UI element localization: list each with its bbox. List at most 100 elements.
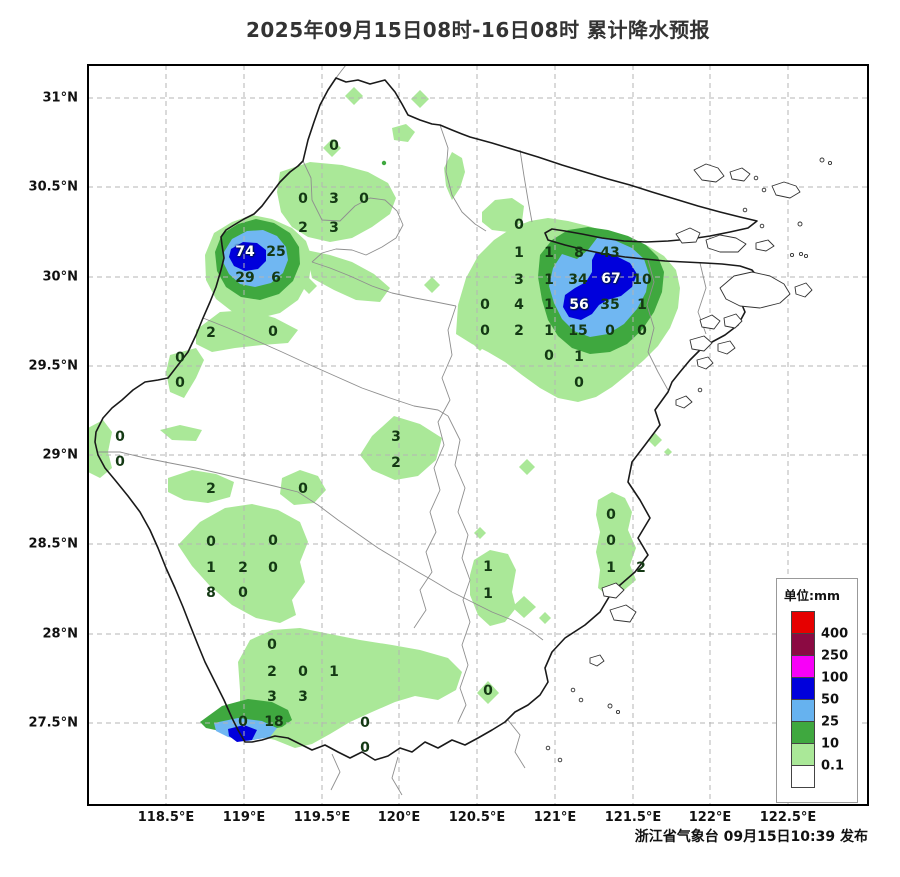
legend-title: 单位:mm: [784, 588, 841, 603]
precip-value: 3: [267, 689, 277, 705]
precip-value: 2: [238, 560, 248, 576]
precip-value: 1: [606, 560, 616, 576]
legend-swatch: [791, 655, 815, 678]
precip-value: 2: [636, 560, 646, 576]
precip-layer-severe: [228, 242, 637, 742]
precip-value: 0: [238, 714, 248, 730]
x-tick-label: 120.5°E: [448, 810, 506, 825]
precip-value: 2: [206, 481, 216, 497]
precip-value: 0: [483, 683, 493, 699]
legend-label: 400: [821, 626, 849, 642]
precip-value: 10: [632, 272, 652, 288]
y-tick-label: 30.5°N: [28, 179, 78, 195]
precip-value: 2: [267, 664, 277, 680]
y-tick-label: 30°N: [42, 269, 78, 285]
issuer-credit: 浙江省气象台 09月15日10:39 发布: [634, 829, 868, 845]
legend-swatch: [791, 699, 815, 722]
legend-swatch: [791, 633, 815, 656]
precip-value: 0: [298, 191, 308, 207]
county-boundaries: [98, 65, 707, 796]
x-tick-label: 121°E: [533, 810, 577, 825]
precip-value: 0: [606, 507, 616, 523]
precip-value: 0: [605, 323, 615, 339]
precip-value: 0: [238, 585, 248, 601]
precip-value: 1: [206, 560, 216, 576]
precip-value: 1: [637, 297, 647, 313]
legend-swatch: [791, 765, 815, 788]
precip-value: 0: [267, 637, 277, 653]
x-tick-label: 118.5°E: [137, 810, 195, 825]
precip-value: 0: [544, 348, 554, 364]
precip-value: 25: [266, 244, 286, 260]
precip-value: 56: [569, 297, 589, 313]
legend-swatch: [791, 721, 815, 744]
precip-value: 1: [574, 349, 584, 365]
precip-value: 0: [175, 350, 185, 366]
precip-value: 2: [298, 220, 308, 236]
legend-label: 10: [821, 736, 840, 752]
precip-value: 1: [544, 272, 554, 288]
y-tick-label: 31°N: [42, 90, 78, 106]
precip-value: 0: [574, 375, 584, 391]
precip-layer-light: [88, 87, 680, 748]
legend-label: 100: [821, 670, 849, 686]
legend-label: 0.1: [821, 758, 845, 774]
precip-value: 15: [568, 323, 588, 339]
graticule-grid: [88, 65, 868, 805]
precip-value: 3: [391, 429, 401, 445]
x-tick-label: 120°E: [377, 810, 421, 825]
precip-value: 0: [359, 191, 369, 207]
legend-swatch: [791, 743, 815, 766]
x-tick-label: 119°E: [222, 810, 266, 825]
precip-value: 1: [544, 245, 554, 261]
y-tick-label: 27.5°N: [28, 715, 78, 731]
precip-value: 8: [574, 245, 584, 261]
precip-value: 0: [329, 138, 339, 154]
precip-value: 0: [360, 740, 370, 756]
precip-value: 3: [514, 272, 524, 288]
precip-value: 2: [514, 323, 524, 339]
precip-value: 0: [115, 454, 125, 470]
legend-swatch: [791, 611, 815, 634]
precip-value: 0: [298, 481, 308, 497]
province-boundary: [94, 77, 761, 761]
precip-value: 18: [264, 714, 284, 730]
precip-value: 1: [544, 323, 554, 339]
precip-value: 3: [329, 191, 339, 207]
x-tick-label: 121.5°E: [604, 810, 662, 825]
y-tick-label: 28°N: [42, 626, 78, 642]
precip-value: 43: [600, 245, 620, 261]
precip-value: 0: [360, 715, 370, 731]
precip-value: 0: [268, 560, 278, 576]
x-tick-label: 122.5°E: [759, 810, 817, 825]
precip-value: 34: [568, 272, 588, 288]
precip-value: 0: [480, 323, 490, 339]
legend-label: 50: [821, 692, 840, 708]
precip-value: 4: [514, 297, 524, 313]
precip-value: 0: [268, 324, 278, 340]
precip-value: 0: [298, 664, 308, 680]
precip-value: 74: [235, 244, 255, 260]
legend-swatch: [791, 677, 815, 700]
precip-value: 29: [235, 270, 255, 286]
precip-value: 2: [391, 455, 401, 471]
precip-value: 3: [298, 689, 308, 705]
precip-value: 2: [206, 325, 216, 341]
precip-value: 1: [483, 586, 493, 602]
precip-value: 0: [480, 297, 490, 313]
precip-value: 0: [606, 533, 616, 549]
island-group: [545, 157, 833, 763]
plot-frame: [87, 64, 869, 806]
y-tick-label: 29.5°N: [28, 358, 78, 374]
precip-value: 0: [268, 533, 278, 549]
y-tick-label: 28.5°N: [28, 536, 78, 552]
precip-value: 35: [600, 297, 620, 313]
precip-value: 1: [329, 664, 339, 680]
precip-value: 1: [544, 297, 554, 313]
precip-value: 1: [483, 559, 493, 575]
precip-value: 0: [206, 534, 216, 550]
precip-value: 1: [514, 245, 524, 261]
precip-value: 6: [271, 270, 281, 286]
